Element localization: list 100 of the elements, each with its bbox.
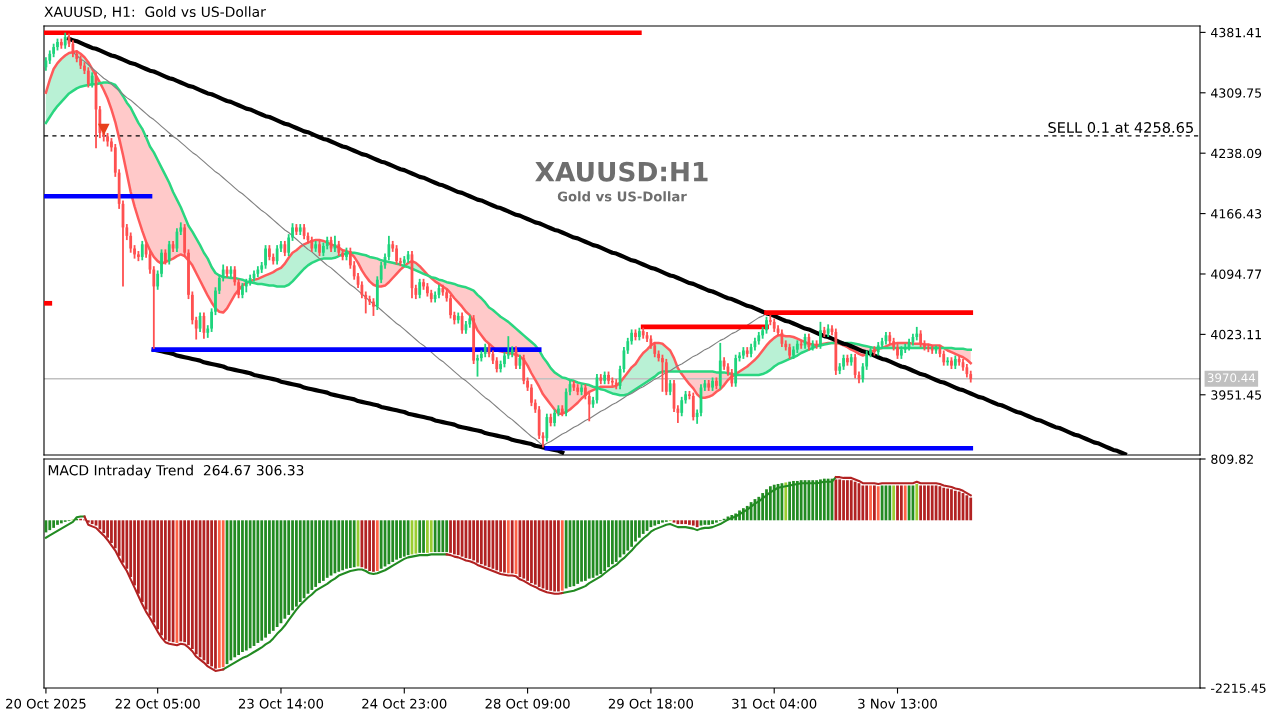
bar: [653, 520, 657, 526]
bar: [418, 520, 422, 553]
x-tick-label: 29 Oct 18:00: [608, 698, 694, 709]
candlestick: [318, 240, 321, 257]
candlestick: [418, 277, 422, 300]
candlestick: [610, 376, 614, 387]
y-tick-label: 809.82: [1211, 454, 1253, 464]
bar: [892, 485, 896, 521]
y-tick-label: 3951.45: [1211, 390, 1262, 400]
candlestick: [896, 342, 899, 360]
bar: [506, 520, 510, 574]
bar: [214, 520, 217, 669]
bar: [807, 480, 811, 521]
candlestick: [499, 359, 503, 374]
candlestick: [372, 297, 375, 317]
bar: [291, 520, 294, 611]
bar: [715, 520, 718, 523]
candlestick: [846, 353, 849, 367]
annotation: Gold vs US-Dollar: [557, 191, 687, 202]
candlestick: [167, 240, 171, 266]
bar: [518, 520, 522, 578]
bar: [102, 520, 106, 534]
bar: [422, 520, 425, 553]
bar: [688, 520, 691, 525]
bar: [479, 520, 483, 565]
bar: [206, 520, 210, 665]
annotation: XAUUSD:H1: [535, 161, 708, 182]
bar: [765, 489, 768, 521]
bar: [950, 489, 953, 521]
candlestick: [553, 408, 556, 428]
candlestick: [137, 250, 140, 263]
bar: [510, 520, 514, 574]
bar: [888, 485, 892, 521]
bar: [946, 488, 949, 521]
bar: [375, 520, 379, 572]
candlestick: [140, 240, 144, 262]
bar: [321, 520, 325, 581]
candlestick: [522, 353, 526, 386]
bar: [391, 520, 395, 562]
bar: [503, 520, 506, 573]
bar: [768, 486, 772, 521]
bar: [426, 520, 429, 553]
bar: [584, 520, 587, 581]
bar: [52, 520, 56, 528]
candlestick: [399, 256, 402, 268]
bar: [795, 480, 799, 521]
bar: [237, 520, 240, 656]
bar: [244, 520, 248, 651]
bar: [445, 520, 449, 553]
bar: [819, 479, 822, 521]
bar: [614, 520, 618, 562]
bar: [217, 520, 221, 668]
bar: [815, 480, 818, 521]
candlestick: [715, 376, 718, 391]
bar: [599, 520, 603, 575]
bar: [965, 495, 969, 521]
bar: [387, 520, 391, 565]
bar: [545, 520, 549, 590]
candlestick: [661, 353, 664, 393]
bar: [429, 520, 433, 553]
bar: [853, 481, 857, 521]
bar: [110, 520, 113, 544]
bar: [788, 481, 792, 521]
bar: [926, 485, 930, 521]
bar: [194, 520, 198, 655]
bar: [953, 490, 957, 521]
bar: [657, 520, 660, 525]
candlestick: [711, 376, 714, 392]
y-tick-label: 4166.43: [1211, 209, 1262, 219]
bar: [899, 485, 903, 521]
bar: [560, 520, 564, 591]
bar: [869, 485, 872, 521]
bar: [703, 520, 707, 525]
bar: [352, 520, 356, 568]
candlestick: [321, 241, 325, 257]
bar: [483, 520, 487, 566]
candlestick: [476, 353, 479, 378]
candlestick: [842, 353, 845, 371]
bar: [395, 520, 398, 560]
bar: [264, 520, 267, 638]
bar: [680, 520, 684, 525]
bar: [603, 520, 607, 572]
bar: [691, 520, 695, 526]
candlestick: [765, 315, 768, 335]
bar: [834, 479, 838, 521]
bar: [861, 485, 865, 521]
bar: [846, 480, 849, 521]
bar: [930, 485, 934, 521]
candlestick: [79, 54, 82, 70]
bar: [449, 520, 452, 553]
bar: [572, 520, 576, 587]
bar: [183, 520, 187, 643]
x-tick-label: 3 Nov 13:00: [858, 698, 937, 709]
bar: [221, 520, 225, 668]
bar: [607, 520, 610, 568]
candlestick: [634, 328, 637, 342]
chart-title: XAUUSD, H1: Gold vs US-Dollar: [44, 6, 266, 19]
y-tick-label: -2215.45: [1211, 683, 1266, 693]
bar: [499, 520, 503, 572]
candlestick: [86, 66, 90, 89]
